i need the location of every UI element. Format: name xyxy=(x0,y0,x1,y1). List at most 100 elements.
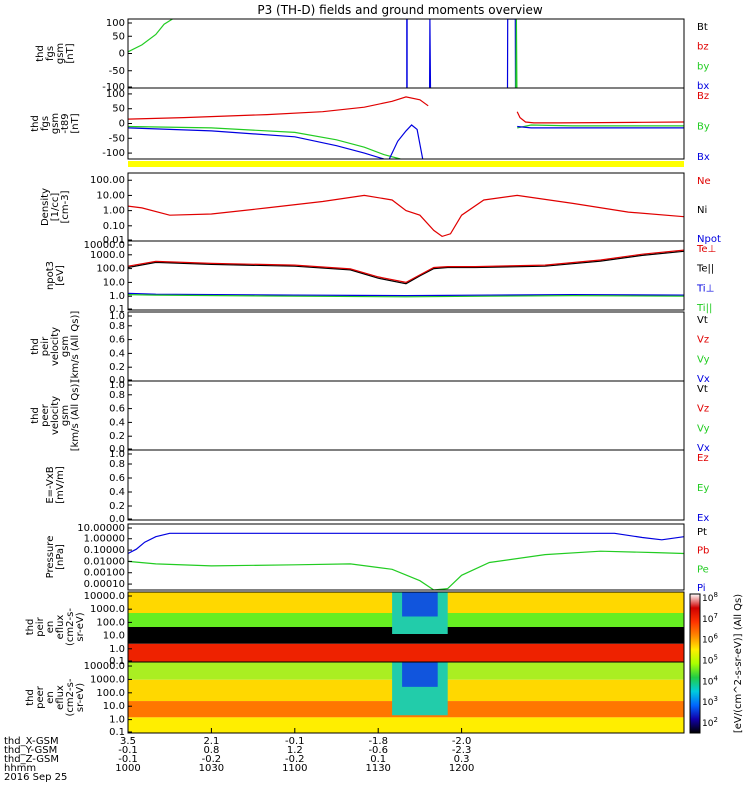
ytick-label: 50 xyxy=(112,31,125,42)
ytick-label: 0.00100 xyxy=(84,568,125,579)
ylabel-line: -t89 xyxy=(60,113,71,133)
xrow-value: -2.3 xyxy=(452,745,472,756)
series-Te|| xyxy=(128,250,684,285)
panels: 100500-50-100thdfgsgsm[nT]Btbzbybx100500… xyxy=(25,18,721,738)
ylabel-line: en xyxy=(45,691,56,704)
series-By xyxy=(517,124,684,129)
xrow-value: -0.1 xyxy=(118,745,138,756)
ytick-label: -50 xyxy=(109,133,125,144)
ylabel: npot3[eV] xyxy=(45,261,66,290)
ylabel-line: (cm2-s- xyxy=(65,608,76,646)
ytick-label: 0.01000 xyxy=(84,556,125,567)
legend-Bx: Bx xyxy=(697,152,710,163)
ytick-label: 1.0 xyxy=(109,644,125,655)
ytick-label: 100 xyxy=(106,89,125,100)
ylabel-line: peir xyxy=(40,336,51,356)
ytick-label: 1.00 xyxy=(103,206,125,217)
series-bx xyxy=(506,19,517,88)
legend-Vx: Vx xyxy=(697,443,710,454)
panel-frame xyxy=(127,18,685,89)
xrow-value: -0.6 xyxy=(368,745,388,756)
spectrogram-peir_spec xyxy=(128,592,684,662)
legend-Ni: Ni xyxy=(697,205,707,216)
colorbar: 108 107 106 105 104 103 102 [eV/(cm^2-s-sr-eV)]… xyxy=(689,591,744,734)
ytick-label: 10000.0 xyxy=(84,591,125,602)
ytick-label: 1.0 xyxy=(109,449,125,460)
xrow-value: 0.3 xyxy=(454,754,470,765)
ytick-label: 100.0 xyxy=(96,264,125,275)
ytick-label: 0 xyxy=(119,119,125,130)
ytick-label: 1.0 xyxy=(109,380,125,391)
ytick-label: 0.1 xyxy=(109,304,125,315)
panel-frame xyxy=(127,240,685,311)
series-Pe xyxy=(128,550,684,590)
ylabel: Density[1/cc][cm-3] xyxy=(40,188,71,226)
ytick-label: 0.8 xyxy=(109,459,125,470)
panel-peer_spec: 10000.0 1000.0 100.0 10.0 1.00.1 thdpeerenefl… xyxy=(25,661,685,738)
xrow-value: 1030 xyxy=(199,763,224,774)
xrow-value: -1.8 xyxy=(368,736,388,747)
ytick-label: 0 xyxy=(119,49,125,60)
colorbar-label: [eV/(cm^2-s-sr-eV)] (All Qs) xyxy=(733,594,744,733)
ylabel-line: [nT] xyxy=(70,113,81,133)
series-by xyxy=(128,19,173,53)
series-bx xyxy=(429,19,432,88)
ytick-label: 10000.0 xyxy=(84,240,125,251)
series-Te⊥ xyxy=(128,249,684,284)
ylabel-line: peer xyxy=(35,685,46,709)
spectrogram-band xyxy=(128,627,684,644)
series-by xyxy=(515,19,518,88)
ylabel-line: npot3 xyxy=(45,261,56,290)
date-label: 2016 Sep 25 xyxy=(4,772,67,783)
legend-Ti||: Ti|| xyxy=(696,303,712,314)
ylabel: thdpeervelocitygsm[km/s (All Qs)] xyxy=(30,380,81,452)
ylabel-line: [nT] xyxy=(65,43,76,63)
ylabel-line: fgs xyxy=(40,116,51,131)
ylabel: Pressure[nPa] xyxy=(45,536,66,579)
ylabel-line: fgs xyxy=(45,46,56,61)
ytick-label: 100 xyxy=(106,18,125,29)
colorbar-scale xyxy=(689,593,701,734)
ytick-label: 0.2 xyxy=(109,362,125,373)
ytick-label: 1.0 xyxy=(109,311,125,322)
series-Ti⊥ xyxy=(128,292,684,297)
ylabel-line: E=-VxB xyxy=(45,466,56,503)
legend-bz: bz xyxy=(697,42,709,53)
plot-title: P3 (TH-D) fields and ground moments over… xyxy=(257,3,542,17)
ylabel-line: [cm-3] xyxy=(60,190,71,223)
legend-Ey: Ey xyxy=(697,483,709,494)
ytick-label: 0.2 xyxy=(109,501,125,512)
ylabel-line: en xyxy=(45,621,56,634)
series-Bx xyxy=(388,124,424,159)
spectrogram-peer_spec xyxy=(128,662,684,733)
yellow-status-bar xyxy=(128,161,684,167)
xrow-value: 0.1 xyxy=(370,754,386,765)
xrow-value: 1.2 xyxy=(287,745,303,756)
ylabel-line: thd xyxy=(25,689,36,706)
ylabel-line: sr-eV) xyxy=(75,612,86,641)
ytick-label: 1000.0 xyxy=(90,250,125,261)
legend-Vx: Vx xyxy=(697,374,710,385)
panel-frame xyxy=(127,449,685,521)
legend-Vt: Vt xyxy=(697,315,708,326)
colorbar-tick: 107 xyxy=(702,612,718,625)
ylabel-line: thd xyxy=(25,619,36,636)
ylabel-line: peir xyxy=(35,616,46,636)
panel-frame xyxy=(127,172,685,242)
series-Ti|| xyxy=(128,294,684,298)
ytick-label: 0.0 xyxy=(109,375,125,386)
ytick-label: 10.00 xyxy=(96,190,125,201)
ylabel-line: gsm xyxy=(50,113,61,134)
panel-pressure: 10.000001.000000.100000.010000.001000.00… xyxy=(45,523,709,594)
legend-by: by xyxy=(697,61,709,72)
ytick-label: 1000.0 xyxy=(90,674,125,685)
ylabel-line: [km/s (All Qs)] xyxy=(70,311,81,383)
ytick-label: 10.0 xyxy=(103,631,125,642)
ytick-label: 0.0 xyxy=(109,514,125,525)
ytick-label: -100 xyxy=(102,82,125,93)
ylabel-line: [km/s (All Qs)] xyxy=(70,380,81,452)
ylabel-line: gsm xyxy=(55,43,66,64)
ylabel-line: velocity xyxy=(50,327,61,366)
ylabel-line: peer xyxy=(40,403,51,427)
